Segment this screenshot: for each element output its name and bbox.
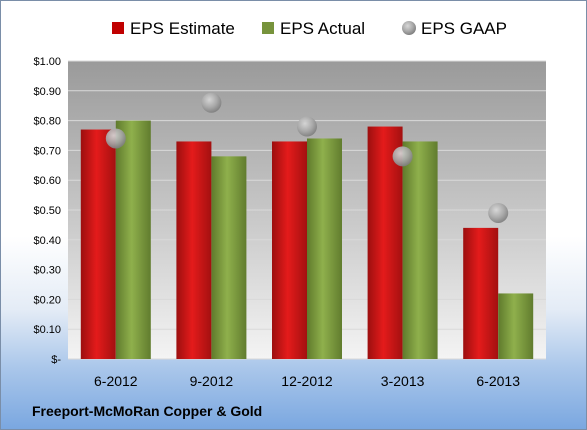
y-tick-label: $0.40 [33, 235, 61, 247]
x-axis-labels: 6-2012 9-2012 12-2012 3-2013 6-2013 [94, 373, 520, 389]
legend-swatch [262, 22, 274, 34]
bars [80, 120, 534, 359]
y-tick-label: $0.30 [33, 265, 61, 277]
bar-eps-actual [307, 138, 342, 359]
legend-swatch [402, 21, 416, 35]
legend: EPS Estimate EPS Actual EPS GAAP [112, 19, 507, 38]
bar-eps-estimate [176, 141, 212, 359]
y-tick-label: $0.60 [33, 175, 61, 187]
company-name: Freeport-McMoRan Copper & Gold [32, 403, 263, 419]
legend-label: EPS Estimate [130, 19, 235, 38]
legend-swatch [112, 22, 124, 34]
y-tick-label: $0.20 [33, 294, 61, 306]
bar-eps-actual [498, 293, 534, 359]
bar-eps-estimate [463, 227, 499, 359]
bar-eps-estimate [80, 129, 116, 359]
x-tick-label: 3-2013 [381, 373, 425, 389]
y-tick-label: $0.10 [33, 324, 61, 336]
bar-eps-actual [115, 120, 151, 359]
y-tick-label: $0.50 [33, 205, 61, 217]
gaap-marker [105, 128, 126, 149]
bar-eps-estimate [367, 126, 403, 359]
x-tick-label: 6-2013 [476, 373, 520, 389]
gaap-marker [201, 92, 222, 113]
bar-eps-actual [211, 156, 247, 359]
x-tick-label: 12-2012 [281, 373, 333, 389]
gaap-marker [488, 202, 509, 223]
gaap-markers [105, 92, 509, 223]
y-axis-ticks: $- $0.10 $0.20 $0.30 $0.40 $0.50 $0.60 $0.70 $0.… [33, 56, 61, 366]
gaap-marker [392, 146, 413, 167]
legend-label: EPS Actual [280, 19, 365, 38]
bar-eps-estimate [272, 141, 307, 359]
gaap-marker [297, 116, 317, 137]
legend-label: EPS GAAP [421, 19, 507, 38]
y-tick-label: $1.00 [33, 56, 61, 68]
x-tick-label: 9-2012 [190, 373, 234, 389]
y-tick-label: $- [51, 354, 61, 366]
y-tick-label: $0.90 [33, 86, 61, 98]
bar-eps-actual [402, 141, 438, 359]
x-tick-label: 6-2012 [94, 373, 138, 389]
y-tick-label: $0.80 [33, 116, 61, 128]
y-tick-label: $0.70 [33, 145, 61, 157]
